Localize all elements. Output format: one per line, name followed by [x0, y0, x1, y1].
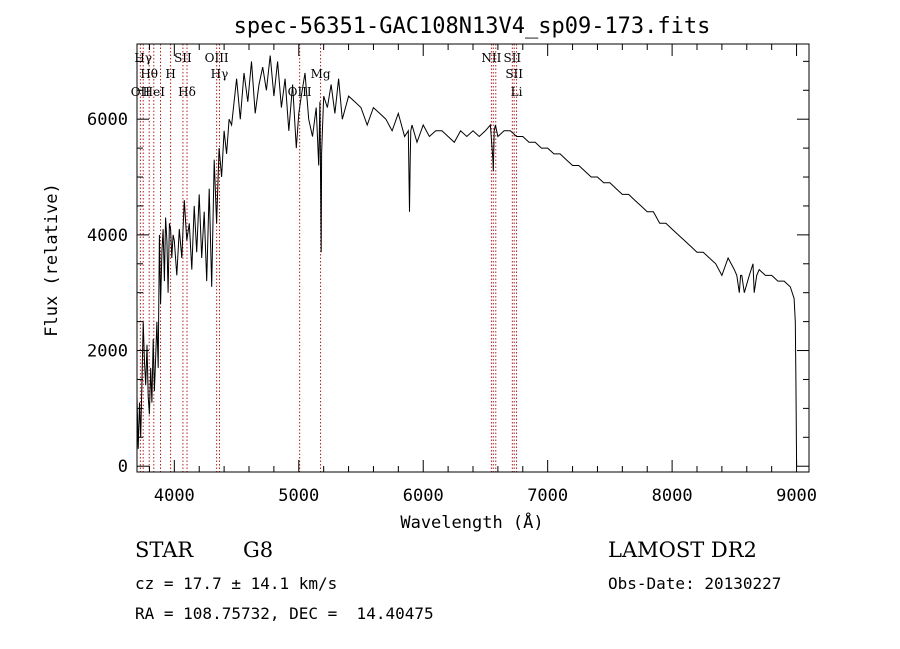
- chart-title: spec-56351-GAC108N13V4_sp09-173.fits: [234, 14, 711, 39]
- object-subclass: G8: [243, 538, 274, 562]
- x-tick-label: 9000: [776, 486, 817, 506]
- spectrum-series-line: [136, 55, 798, 467]
- spectral-line-label: Li: [511, 85, 523, 99]
- spectral-line-label: SII: [503, 51, 521, 65]
- x-tick-label: 8000: [652, 486, 693, 506]
- spectral-line-label: Hδ: [178, 85, 196, 99]
- plot-frame: [136, 43, 810, 473]
- spectral-line-label: SII: [174, 51, 192, 65]
- spectral-line-markers: [139, 44, 518, 472]
- spectral-line-label: H: [165, 67, 175, 81]
- axis-tick-labels: 4000 5000 6000 7000 8000 9000 0 2000 4000 6000: [87, 110, 817, 506]
- axis-ticks: [137, 44, 809, 472]
- spectral-line-label: OIII: [205, 51, 229, 65]
- survey-name: LAMOST DR2: [608, 538, 757, 562]
- coordinates-text: RA = 108.75732, DEC = 14.40475: [135, 604, 434, 623]
- spectral-line-label: Hγ: [211, 67, 229, 81]
- spectral-line-label: HeI: [143, 85, 166, 99]
- object-class: STAR: [135, 538, 194, 562]
- spectrum-chart: spec-56351-GAC108N13V4_sp09-173.fits OII…: [42, 14, 817, 533]
- x-axis-label: Wavelength (Å): [400, 511, 543, 533]
- x-tick-label: 5000: [278, 486, 319, 506]
- spectral-line-label: NII: [481, 51, 501, 65]
- redshift-text: cz = 17.7 ± 14.1 km/s: [135, 574, 338, 593]
- x-tick-label: 7000: [527, 486, 568, 506]
- y-tick-label: 4000: [87, 226, 128, 246]
- y-tick-label: 0: [118, 457, 128, 477]
- y-axis-label: Flux (relative): [42, 183, 62, 337]
- y-tick-label: 2000: [87, 342, 128, 362]
- x-tick-label: 6000: [403, 486, 444, 506]
- x-tick-label: 4000: [154, 486, 195, 506]
- observation-date: Obs-Date: 20130227: [608, 574, 782, 593]
- y-tick-label: 6000: [87, 110, 128, 130]
- spectral-line-label: Hθ: [140, 67, 158, 81]
- spectral-line-label: OII: [131, 85, 151, 99]
- spectral-line-label: Mg: [311, 67, 331, 81]
- spectral-line-label: SII: [505, 67, 523, 81]
